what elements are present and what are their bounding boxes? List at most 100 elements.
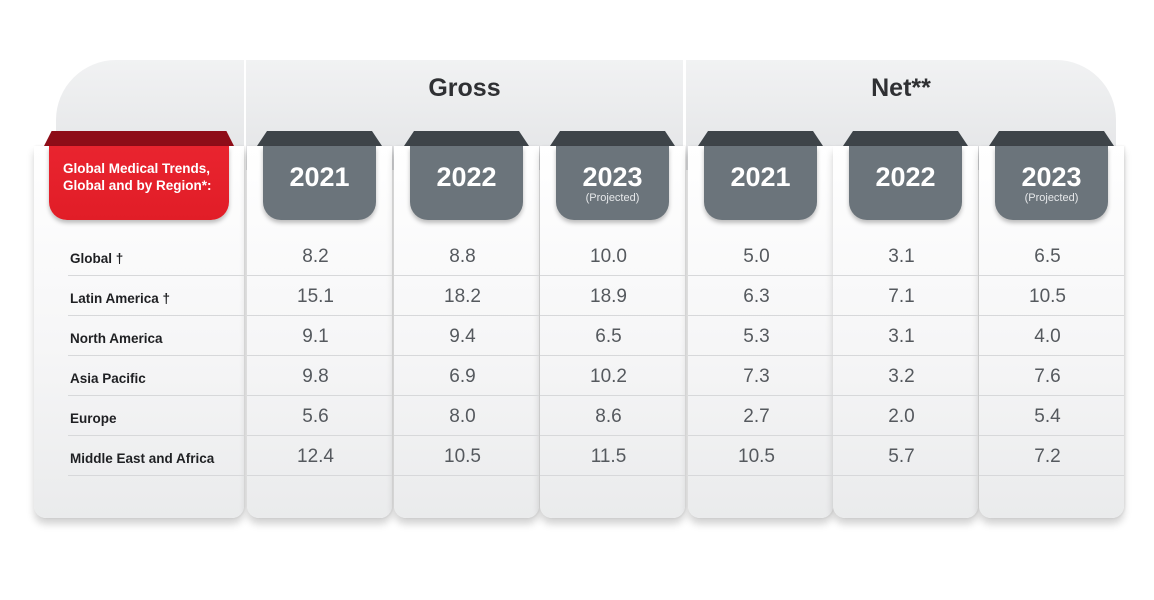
row-separator: [979, 355, 1124, 356]
row-separator: [833, 315, 978, 316]
row-separator: [979, 395, 1124, 396]
column-header: 2022: [849, 146, 962, 220]
table-cell-value: 8.2: [302, 246, 329, 267]
row-label: Middle East and Africa: [70, 451, 215, 466]
row-separator: [247, 315, 392, 316]
row-separator: [833, 435, 978, 436]
column-year: 2023: [1021, 162, 1082, 192]
table-cell-value: 2.7: [743, 406, 770, 427]
row-separator: [247, 475, 392, 476]
row-separator: [68, 475, 244, 476]
row-separator: [540, 355, 685, 356]
corner-tab-fold: [44, 131, 234, 146]
table-cell-value: 12.4: [297, 446, 334, 467]
corner-label-badge: Global Medical Trends, Global and by Reg…: [49, 146, 229, 220]
table-cell-value: 3.1: [888, 246, 915, 267]
column-header: 2023 (Projected): [556, 146, 669, 220]
row-separator: [979, 475, 1124, 476]
table-cell-value: 6.9: [449, 366, 476, 387]
table-cell-value: 10.2: [590, 366, 627, 387]
row-separator: [688, 475, 833, 476]
row-separator: [68, 435, 244, 436]
row-separator: [979, 435, 1124, 436]
row-label: Latin America †: [70, 291, 171, 306]
row-label: Europe: [70, 411, 117, 426]
row-separator: [833, 475, 978, 476]
table-cell-value: 10.5: [444, 446, 481, 467]
row-separator: [68, 315, 244, 316]
column-tab-fold: [843, 131, 968, 146]
column-year: 2023: [582, 162, 643, 192]
table-cell-value: 3.2: [888, 366, 915, 387]
column-tab-fold: [698, 131, 823, 146]
table-cell-value: 9.1: [302, 326, 329, 347]
column-note: (Projected): [1024, 192, 1079, 204]
table-cell-value: 15.1: [297, 286, 334, 307]
column-tab-fold: [404, 131, 529, 146]
table-cell-value: 7.1: [888, 286, 915, 307]
column-header: 2021: [704, 146, 817, 220]
row-separator: [68, 275, 244, 276]
table-cell-value: 9.4: [449, 326, 476, 347]
table-cell-value: 18.2: [444, 286, 481, 307]
column-tab-fold: [257, 131, 382, 146]
column-header: 2021: [263, 146, 376, 220]
table-cell-value: 10.5: [1029, 286, 1066, 307]
table-cell-value: 10.5: [738, 446, 775, 467]
row-separator: [247, 435, 392, 436]
row-separator: [833, 395, 978, 396]
column-year: 2022: [436, 162, 497, 192]
row-separator: [979, 275, 1124, 276]
row-separator: [394, 275, 539, 276]
column-tab-fold: [550, 131, 675, 146]
row-separator: [247, 355, 392, 356]
table-cell-value: 5.3: [743, 326, 770, 347]
row-separator: [394, 395, 539, 396]
corner-label: Global Medical Trends, Global and by Reg…: [63, 161, 212, 193]
column-year: 2021: [289, 162, 350, 192]
row-separator: [688, 275, 833, 276]
table-cell-value: 7.2: [1034, 446, 1061, 467]
table-cell-value: 18.9: [590, 286, 627, 307]
table-cell-value: 7.3: [743, 366, 770, 387]
row-separator: [247, 275, 392, 276]
table-cell-value: 2.0: [888, 406, 915, 427]
row-separator: [394, 435, 539, 436]
table-cell-value: 6.5: [595, 326, 622, 347]
row-separator: [394, 355, 539, 356]
table-cell-value: 7.6: [1034, 366, 1061, 387]
row-separator: [247, 395, 392, 396]
row-separator: [688, 395, 833, 396]
column-note: (Projected): [585, 192, 640, 204]
row-separator: [394, 315, 539, 316]
table-cell-value: 5.7: [888, 446, 915, 467]
table-cell-value: 5.0: [743, 246, 770, 267]
table-cell-value: 6.3: [743, 286, 770, 307]
table-cell-value: 11.5: [590, 446, 627, 467]
table-cell-value: 3.1: [888, 326, 915, 347]
row-separator: [540, 395, 685, 396]
row-separator: [540, 315, 685, 316]
row-separator: [540, 475, 685, 476]
row-separator: [979, 315, 1124, 316]
column-header: 2023 (Projected): [995, 146, 1108, 220]
row-separator: [688, 435, 833, 436]
table-cell-value: 4.0: [1034, 326, 1061, 347]
row-label: Asia Pacific: [70, 371, 146, 386]
column-year: 2021: [730, 162, 791, 192]
row-separator: [540, 275, 685, 276]
row-separator: [833, 355, 978, 356]
row-separator: [394, 475, 539, 476]
row-separator: [68, 355, 244, 356]
table-cell-value: 6.5: [1034, 246, 1061, 267]
table-cell-value: 5.6: [302, 406, 329, 427]
table-cell-value: 8.8: [449, 246, 476, 267]
group-title-gross: Gross: [428, 74, 501, 102]
table-cell-value: 8.0: [449, 406, 476, 427]
column-header: 2022: [410, 146, 523, 220]
row-separator: [833, 275, 978, 276]
table-cell-value: 5.4: [1034, 406, 1061, 427]
row-separator: [688, 355, 833, 356]
group-title-net: Net**: [871, 74, 931, 102]
